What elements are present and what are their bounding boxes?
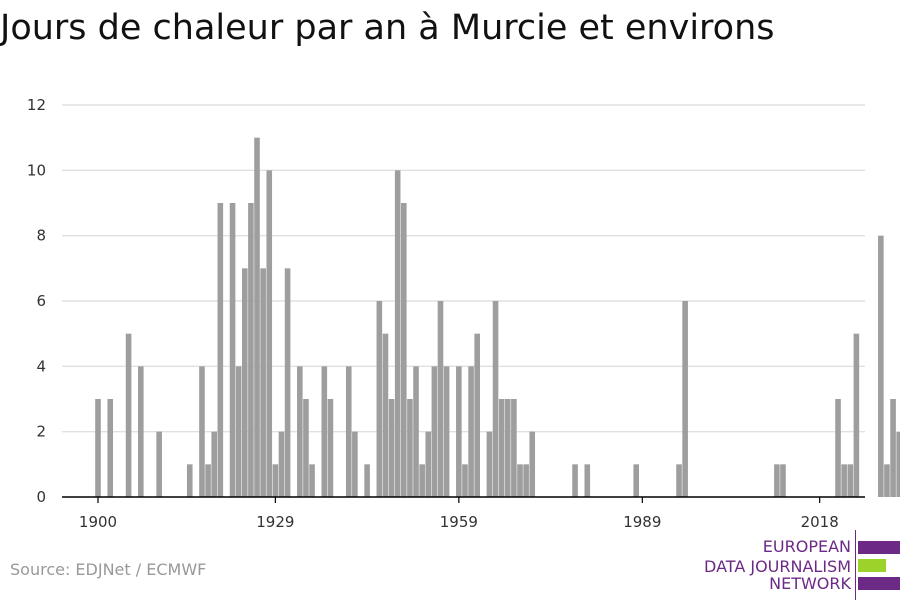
bar-1920 (217, 203, 224, 497)
y-tick-label: 10 (27, 161, 46, 179)
bar-1959 (456, 366, 462, 497)
bar-1995 (676, 464, 682, 497)
bar-1928 (266, 170, 273, 498)
logo-bar-green (858, 559, 886, 572)
logo-line-1: EUROPEAN (762, 537, 851, 556)
bar-1933 (297, 366, 303, 497)
bar-1929 (272, 464, 279, 497)
bar-1905 (125, 333, 132, 497)
x-tick-label: 1900 (79, 513, 117, 531)
source-note: Source: EDJNet / ECMWF (10, 560, 207, 579)
bar-1923 (235, 366, 242, 497)
bar-1931 (284, 268, 291, 497)
bar-1915 (186, 464, 193, 497)
y-tick-label: 12 (27, 96, 46, 114)
bar-2028 (878, 235, 884, 497)
bar-1924 (241, 268, 248, 497)
bar-1956 (437, 301, 444, 497)
bar-1947 (382, 333, 389, 497)
logo-line-2: DATA JOURNALISM (704, 557, 851, 576)
bar-1927 (260, 268, 266, 497)
bar-1951 (407, 399, 413, 497)
bar-1926 (254, 137, 260, 497)
bar-1961 (468, 366, 474, 497)
bar-2031 (896, 431, 900, 497)
bar-1971 (529, 431, 536, 497)
bar-2023 (847, 464, 854, 497)
bar-1949 (394, 170, 401, 498)
bars (95, 137, 900, 498)
logo-bar-purple-top (858, 541, 900, 554)
y-tick-label: 6 (36, 292, 46, 310)
bar-1980 (584, 464, 591, 497)
bar-1960 (462, 464, 468, 497)
bar-1965 (492, 301, 499, 497)
x-tick-label: 2018 (801, 513, 839, 531)
bar-1918 (205, 464, 211, 497)
bar-1978 (572, 464, 578, 497)
y-tick-label: 4 (36, 357, 46, 375)
bar-1934 (303, 399, 309, 497)
bar-1967 (504, 399, 511, 497)
bar-2011 (774, 464, 780, 497)
bar-2030 (890, 399, 896, 497)
logo-bar-purple-bottom (858, 577, 900, 590)
bar-2012 (780, 464, 786, 497)
y-tick-label: 8 (36, 227, 46, 245)
bar-1910 (156, 431, 162, 497)
bar-2024 (853, 333, 860, 497)
bar-2022 (841, 464, 847, 497)
bar-1907 (138, 366, 144, 497)
bar-1964 (486, 431, 493, 497)
bar-1917 (199, 366, 205, 497)
x-tick-label: 1989 (623, 513, 661, 531)
bar-1930 (278, 431, 285, 497)
gridlines (62, 104, 865, 433)
bar-1938 (327, 399, 334, 497)
bar-1966 (498, 399, 505, 497)
bar-1919 (211, 431, 218, 497)
bar-1996 (682, 301, 688, 497)
bar-2029 (884, 464, 890, 497)
bar-1948 (388, 399, 395, 497)
logo-line-3: NETWORK (769, 574, 851, 593)
bar-1954 (425, 431, 432, 497)
edjnet-logo: EUROPEAN DATA JOURNALISM NETWORK (700, 528, 900, 600)
bar-1935 (309, 464, 315, 497)
y-tick-label: 2 (36, 423, 46, 441)
bar-1937 (321, 366, 328, 497)
y-tick-label: 0 (36, 488, 46, 506)
bar-1970 (523, 464, 529, 497)
bar-1952 (413, 366, 419, 497)
bar-1962 (474, 333, 480, 497)
bar-1902 (107, 399, 114, 497)
bar-1944 (364, 464, 370, 497)
bar-1900 (95, 399, 101, 497)
bar-1922 (229, 203, 236, 497)
bar-1925 (248, 203, 254, 497)
x-tick-label: 1959 (440, 513, 478, 531)
bar-1950 (401, 203, 407, 497)
bar-1946 (376, 301, 383, 497)
logo-divider (855, 530, 856, 600)
bar-1941 (345, 366, 352, 497)
bar-1955 (431, 366, 438, 497)
bar-1969 (517, 464, 523, 497)
bar-1957 (443, 366, 450, 497)
bar-1942 (352, 431, 358, 497)
bar-2021 (835, 399, 841, 497)
bar-1988 (633, 464, 640, 497)
bar-1968 (511, 399, 517, 497)
bar-1953 (419, 464, 425, 497)
x-tick-label: 1929 (256, 513, 294, 531)
axes: 0 2 4 6 8 10 12 1900 1929 1959 1989 2018 (27, 96, 865, 531)
chart-title: Jours de chaleur par an à Murcie et envi… (0, 8, 775, 48)
